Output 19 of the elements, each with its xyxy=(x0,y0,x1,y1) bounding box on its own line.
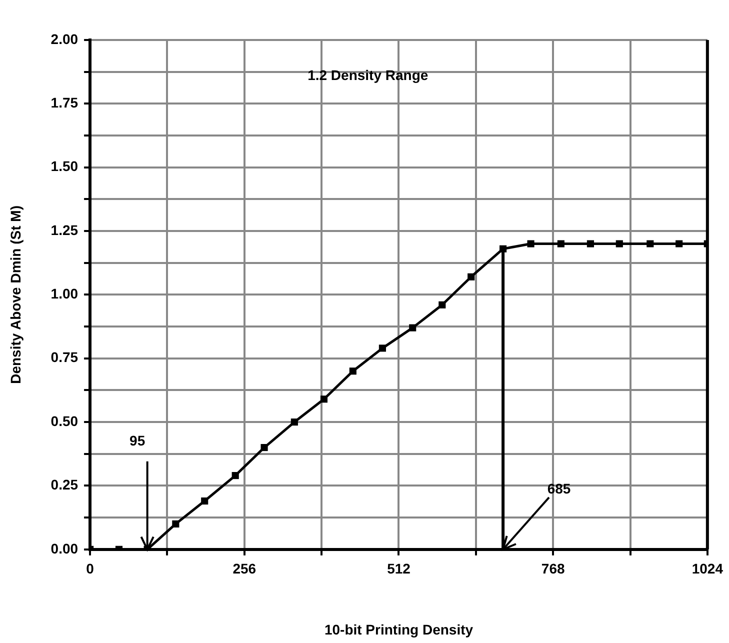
y-tick-label: 0.75 xyxy=(50,349,78,366)
y-tick-label: 2.00 xyxy=(50,30,78,47)
text: 1.2 Density Range xyxy=(308,66,428,83)
y-tick-label: 1.75 xyxy=(50,94,78,111)
y-tick-label: 0.25 xyxy=(50,476,78,493)
x-tick-label: 0 xyxy=(86,560,94,577)
x-tick-label: 1024 xyxy=(692,560,724,577)
y-tick-label: 1.25 xyxy=(50,222,78,238)
y-tick-label: 1.00 xyxy=(50,286,78,302)
annotation: 685 xyxy=(547,480,571,496)
x-tick-label: 256 xyxy=(232,560,256,577)
x-tick-label: 768 xyxy=(541,560,565,577)
y-tick-label: 1.50 xyxy=(50,158,78,174)
y-tick-label: 0.50 xyxy=(50,412,78,429)
y-axis-title: Density Above Dmin (St M) xyxy=(7,206,24,384)
y-tick-label: 0.00 xyxy=(50,540,78,556)
annotation: 95 xyxy=(130,432,146,448)
x-axis-title: 10-bit Printing Density xyxy=(324,621,474,638)
x-tick-label: 512 xyxy=(387,560,411,577)
